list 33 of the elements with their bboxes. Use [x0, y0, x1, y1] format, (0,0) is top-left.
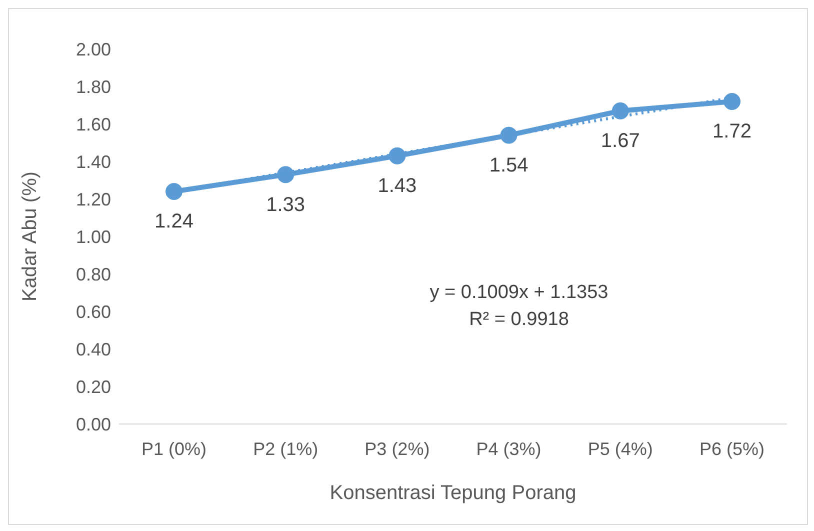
y-tick-label: 1.20 — [76, 189, 111, 210]
x-tick-label: P6 (5%) — [699, 438, 765, 459]
data-label: 1.72 — [712, 120, 752, 143]
y-tick-label: 1.40 — [76, 152, 111, 172]
x-tick-label: P4 (3%) — [476, 438, 542, 459]
annotation: y = 0.1009x + 1.1353 — [428, 281, 610, 305]
y-tick-label: 1.60 — [76, 114, 111, 134]
x-axis-title: Konsentrasi Tepung Porang — [330, 482, 576, 504]
point — [612, 102, 629, 120]
data-label: 1.33 — [266, 194, 306, 216]
data-label: 1.54 — [489, 154, 528, 176]
point — [388, 147, 406, 164]
y-tick-label: 2.00 — [76, 39, 111, 60]
y-tick-label: 0.00 — [76, 414, 111, 434]
x-tick-label: P3 (2%) — [364, 438, 430, 459]
annotation: R² = 0.9918 — [468, 308, 570, 332]
y-tick-label: 0.80 — [76, 264, 111, 284]
data-label: 1.67 — [600, 130, 640, 152]
y-tick-label: 0.40 — [76, 339, 111, 360]
x-tick-label: P2 (1%) — [253, 438, 318, 459]
y-tick-label: 1.00 — [76, 226, 111, 247]
point — [500, 126, 518, 144]
point — [724, 93, 740, 110]
point — [166, 183, 182, 200]
x-tick-label: P5 (4%) — [588, 438, 653, 459]
data-label: 1.43 — [378, 175, 417, 198]
y-tick-label: 1.80 — [76, 76, 111, 97]
data-label: 1.24 — [154, 210, 194, 233]
y-tick-label: 0.20 — [76, 376, 111, 397]
y-axis-title: Kadar Abu (%) — [19, 171, 42, 302]
point — [277, 166, 294, 184]
x-tick-label: P1 (0%) — [141, 438, 207, 459]
y-tick-label: 0.60 — [76, 302, 111, 322]
